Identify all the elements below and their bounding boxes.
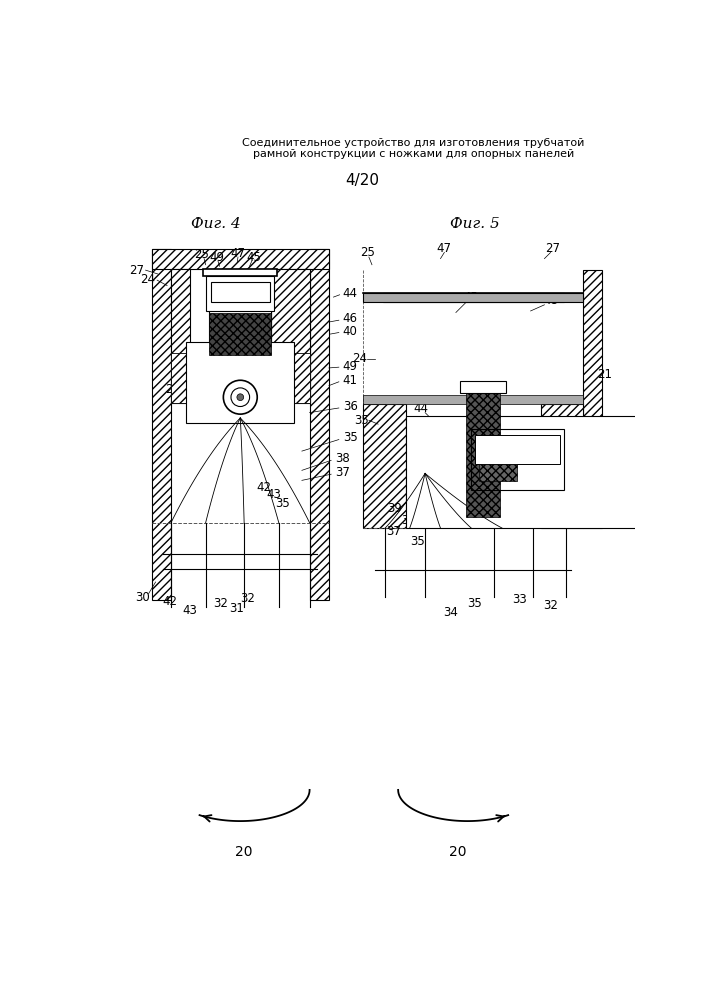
Text: 42: 42: [257, 481, 271, 494]
Bar: [187, 342, 294, 423]
Text: 30: 30: [135, 591, 150, 604]
Text: 24: 24: [141, 273, 156, 286]
Text: 35: 35: [410, 535, 425, 548]
Text: 33: 33: [513, 593, 527, 606]
Bar: [206, 276, 274, 311]
Text: 37: 37: [386, 525, 401, 538]
Text: 45: 45: [247, 251, 262, 264]
Text: 49: 49: [209, 251, 224, 264]
Bar: [204, 269, 277, 276]
Bar: [363, 293, 583, 302]
Bar: [466, 389, 500, 517]
Text: рамной конструкции с ножками для опорных панелей: рамной конструкции с ножками для опорных…: [253, 149, 574, 159]
Bar: [382, 293, 563, 302]
Text: 35: 35: [343, 431, 358, 444]
Bar: [583, 270, 602, 528]
Text: 37: 37: [335, 466, 350, 479]
Text: Фиг. 5: Фиг. 5: [450, 217, 500, 231]
Text: 31: 31: [229, 602, 244, 615]
Bar: [475, 435, 560, 464]
Bar: [406, 416, 707, 528]
Text: 47: 47: [437, 242, 452, 255]
Circle shape: [231, 388, 250, 407]
Text: 42: 42: [163, 595, 177, 608]
Text: 27: 27: [544, 242, 560, 255]
Text: 38: 38: [335, 452, 350, 465]
Text: 27: 27: [129, 264, 144, 277]
Text: 25: 25: [360, 246, 375, 259]
Bar: [472, 429, 563, 490]
Text: 48: 48: [543, 294, 558, 307]
Circle shape: [223, 380, 257, 414]
Text: 20: 20: [450, 844, 467, 858]
Bar: [211, 282, 269, 302]
Bar: [209, 312, 271, 355]
Bar: [171, 353, 188, 403]
Bar: [171, 269, 190, 403]
Bar: [310, 249, 329, 600]
Text: 41: 41: [343, 374, 358, 387]
Bar: [363, 302, 583, 395]
Text: 32: 32: [214, 597, 228, 610]
Text: 34: 34: [443, 606, 458, 619]
Bar: [363, 404, 406, 528]
Text: 40: 40: [343, 325, 358, 338]
Circle shape: [237, 394, 244, 401]
Text: 36: 36: [343, 400, 358, 413]
Text: 35: 35: [275, 497, 290, 510]
Text: 47: 47: [230, 247, 245, 260]
Text: 43: 43: [183, 604, 198, 617]
Text: 49: 49: [343, 360, 358, 373]
Text: 21: 21: [165, 383, 180, 396]
Text: 44: 44: [343, 287, 358, 300]
Bar: [363, 395, 583, 404]
Text: 35: 35: [355, 414, 369, 427]
Text: 35: 35: [467, 597, 481, 610]
Bar: [460, 381, 506, 393]
Bar: [271, 269, 310, 403]
Text: 25: 25: [194, 248, 209, 261]
Bar: [541, 404, 583, 528]
Bar: [209, 269, 271, 342]
Text: 32: 32: [543, 599, 558, 612]
Text: Фиг. 4: Фиг. 4: [191, 217, 240, 231]
Text: 24: 24: [352, 352, 367, 365]
Text: 44: 44: [414, 402, 428, 415]
Bar: [479, 464, 518, 481]
Text: 38: 38: [401, 514, 416, 527]
Text: 4/20: 4/20: [345, 173, 379, 188]
Text: 20: 20: [235, 844, 253, 858]
Text: 21: 21: [597, 368, 612, 381]
Text: 45: 45: [464, 291, 479, 304]
Text: 32: 32: [240, 592, 255, 605]
Text: Соединительное устройство для изготовления трубчатой: Соединительное устройство для изготовлен…: [243, 138, 585, 148]
Bar: [152, 249, 329, 269]
Text: 43: 43: [266, 488, 281, 501]
Bar: [152, 249, 171, 600]
Bar: [293, 353, 310, 403]
Text: 39: 39: [387, 502, 402, 515]
Text: 48: 48: [223, 278, 238, 291]
Text: 46: 46: [343, 312, 358, 325]
